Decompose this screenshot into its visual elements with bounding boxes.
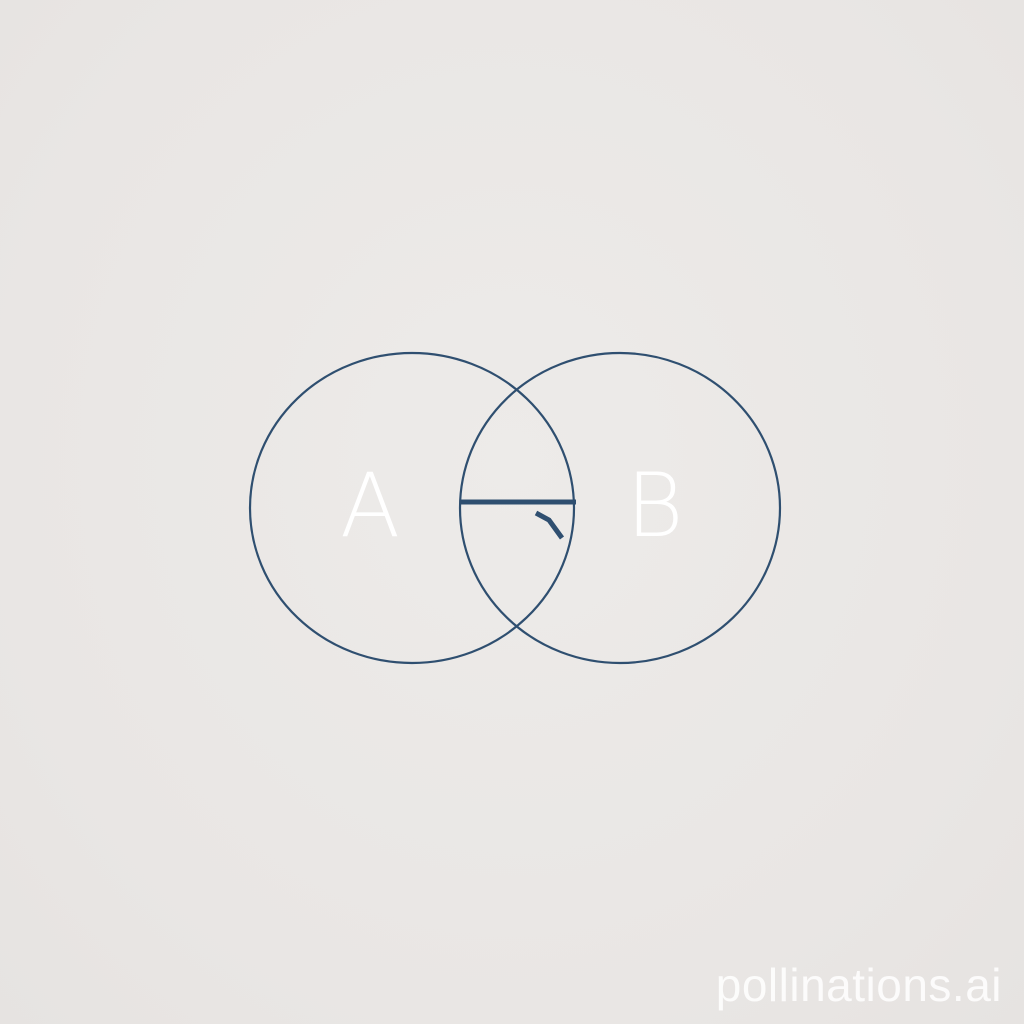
watermark: pollinations.ai (715, 959, 1002, 1011)
label-a: A (340, 454, 401, 557)
circle-b (458, 351, 782, 665)
intersection-tick-mark (534, 510, 565, 540)
circle-a (248, 351, 576, 665)
label-b: B (626, 454, 684, 557)
